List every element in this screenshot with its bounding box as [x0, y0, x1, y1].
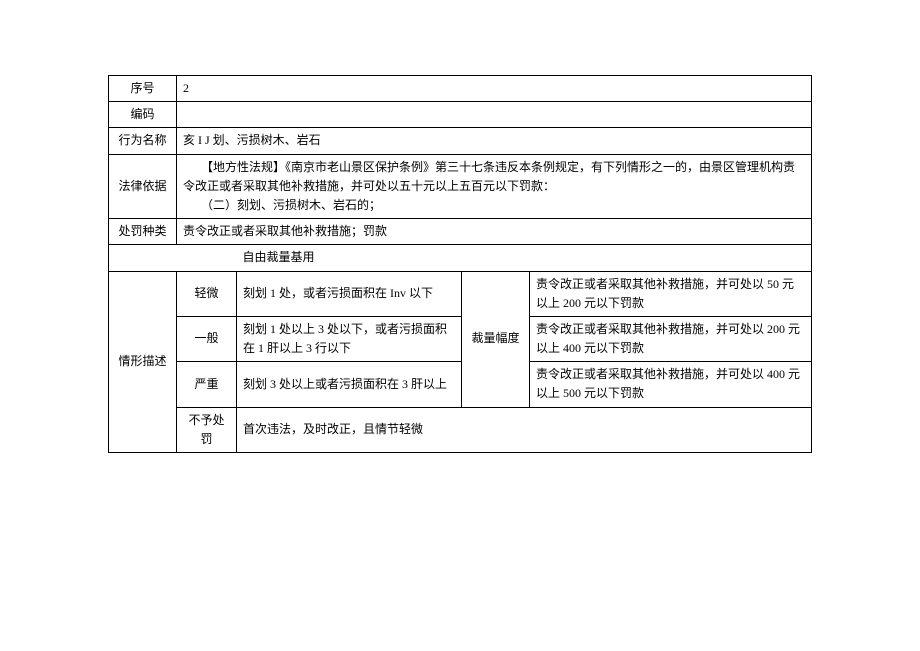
table-row: 编码: [109, 102, 812, 128]
value-penalty-type: 责令改正或者采取其他补救措施；罚款: [177, 219, 812, 245]
discretion-basis-text: 自由裁量基用: [237, 245, 812, 271]
label-range: 裁量幅度: [462, 271, 530, 407]
desc-minor: 刻划 1 处，或者污损面积在 Inv 以下: [237, 271, 462, 316]
regulation-table: 序号 2 编码 行为名称 亥 I J 划、污损树木、岩石 法律依据 【地方性法规…: [108, 75, 812, 453]
desc-general: 刻划 1 处以上 3 处以下，或者污损面积在 1 肝以上 3 行以下: [237, 316, 462, 361]
table-row: 法律依据 【地方性法规】《南京市老山景区保护条例》第三十七条违反本条例规定，有下…: [109, 154, 812, 219]
table-row: 处罚种类 责令改正或者采取其他补救措施；罚款: [109, 219, 812, 245]
label-code: 编码: [109, 102, 177, 128]
legal-line2: （二）刻划、污损树木、岩石的；: [183, 196, 805, 215]
level-general: 一般: [177, 316, 237, 361]
table-row: 情形描述 轻微 刻划 1 处，或者污损面积在 Inv 以下 裁量幅度 责令改正或…: [109, 271, 812, 316]
range-severe: 责令改正或者采取其他补救措施，并可处以 400 元以上 500 元以下罚款: [530, 362, 812, 407]
label-legal-basis: 法律依据: [109, 154, 177, 219]
table-row: 严重 刻划 3 处以上或者污损面积在 3 肝以上 责令改正或者采取其他补救措施，…: [109, 362, 812, 407]
range-general: 责令改正或者采取其他补救措施，并可处以 200 元以上 400 元以下罚款: [530, 316, 812, 361]
range-minor: 责令改正或者采取其他补救措施，并可处以 50 元以上 200 元以下罚款: [530, 271, 812, 316]
table-row: 自由裁量基用: [109, 245, 812, 271]
label-behavior: 行为名称: [109, 128, 177, 154]
desc-severe: 刻划 3 处以上或者污损面积在 3 肝以上: [237, 362, 462, 407]
legal-line1: 【地方性法规】《南京市老山景区保护条例》第三十七条违反本条例规定，有下列情形之一…: [183, 158, 805, 196]
value-seq: 2: [177, 76, 812, 102]
value-legal-basis: 【地方性法规】《南京市老山景区保护条例》第三十七条违反本条例规定，有下列情形之一…: [177, 154, 812, 219]
label-no-penalty: 不予处罚: [177, 407, 237, 452]
label-situation: 情形描述: [109, 271, 177, 453]
table-row: 不予处罚 首次违法，及时改正，且情节轻微: [109, 407, 812, 452]
value-code: [177, 102, 812, 128]
value-behavior: 亥 I J 划、污损树木、岩石: [177, 128, 812, 154]
table-row: 行为名称 亥 I J 划、污损树木、岩石: [109, 128, 812, 154]
document-container: 序号 2 编码 行为名称 亥 I J 划、污损树木、岩石 法律依据 【地方性法规…: [0, 0, 920, 453]
level-minor: 轻微: [177, 271, 237, 316]
level-severe: 严重: [177, 362, 237, 407]
table-row: 序号 2: [109, 76, 812, 102]
table-row: 一般 刻划 1 处以上 3 处以下，或者污损面积在 1 肝以上 3 行以下 责令…: [109, 316, 812, 361]
label-seq: 序号: [109, 76, 177, 102]
desc-no-penalty: 首次违法，及时改正，且情节轻微: [237, 407, 812, 452]
label-penalty-type: 处罚种类: [109, 219, 177, 245]
discretion-basis: [109, 245, 237, 271]
